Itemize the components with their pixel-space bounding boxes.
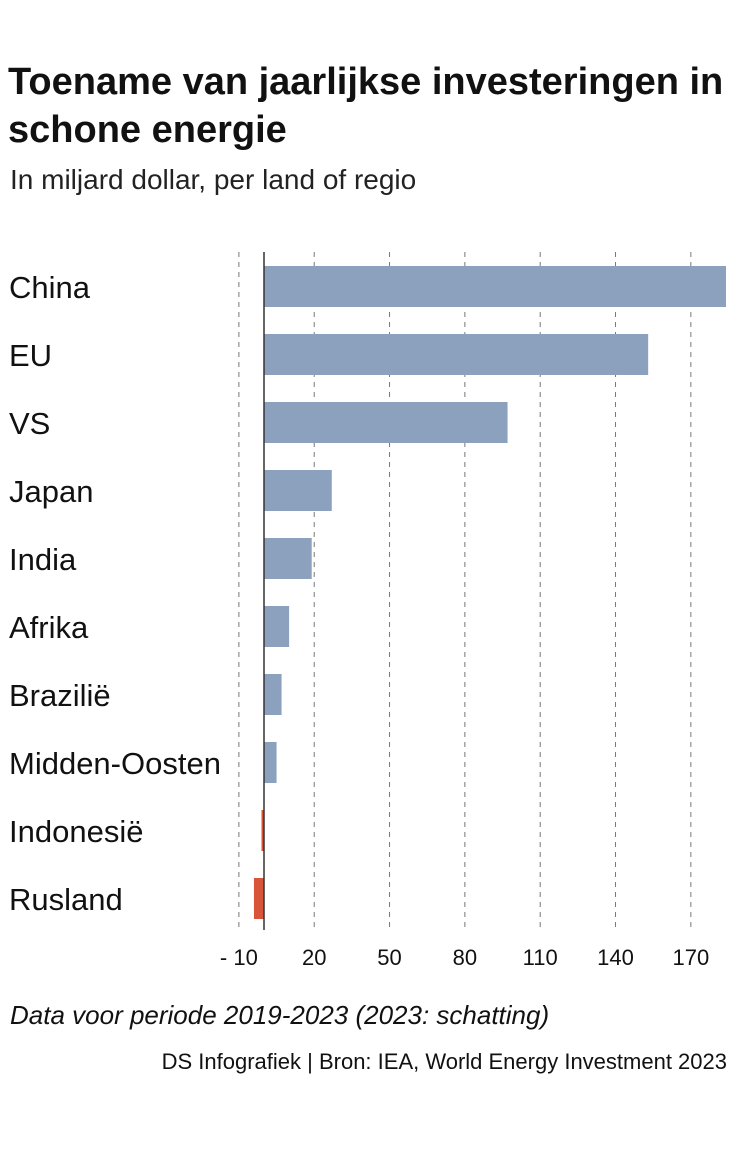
category-label: Braziliё — [9, 678, 111, 713]
tick-label: 50 — [377, 945, 401, 970]
category-label: India — [9, 542, 77, 577]
category-label: EU — [9, 338, 52, 373]
chart-title: Toename van jaarlijkse investeringen in … — [8, 61, 724, 151]
category-label: Midden-Oosten — [9, 746, 221, 781]
bars — [253, 266, 726, 919]
category-label: China — [9, 270, 91, 305]
bar — [264, 334, 649, 375]
chart-source: DS Infografiek | Bron: IEA, World Energy… — [161, 1049, 727, 1074]
category-label: Rusland — [9, 882, 123, 917]
tick-label: 110 — [523, 945, 558, 970]
tick-label: 80 — [453, 945, 477, 970]
bar — [264, 674, 282, 715]
bar — [253, 878, 264, 919]
bar — [261, 810, 264, 851]
category-label: Japan — [9, 474, 93, 509]
bar — [264, 538, 312, 579]
bar — [264, 606, 290, 647]
bar-chart: China EU VS Japan India Afrika Braziliё Midden-… — [9, 252, 726, 970]
category-labels: China EU VS Japan India Afrika Braziliё Midden-… — [9, 270, 221, 917]
bar — [264, 470, 332, 511]
category-label: Indonesiё — [9, 814, 143, 849]
bar — [264, 742, 277, 783]
category-label: Afrika — [9, 610, 89, 645]
tick-label: 140 — [597, 945, 634, 970]
tick-label: 20 — [302, 945, 326, 970]
tick-labels: - 10 20 50 80 110 140 170 — [220, 945, 709, 970]
category-label: VS — [9, 406, 50, 441]
bar — [264, 266, 726, 307]
chart-note: Data voor periode 2019-2023 (2023: schat… — [10, 1000, 550, 1030]
bar — [264, 402, 508, 443]
tick-label: 170 — [672, 945, 709, 970]
tick-label: - 10 — [220, 945, 258, 970]
chart-subtitle: In miljard dollar, per land of regio — [10, 164, 417, 195]
